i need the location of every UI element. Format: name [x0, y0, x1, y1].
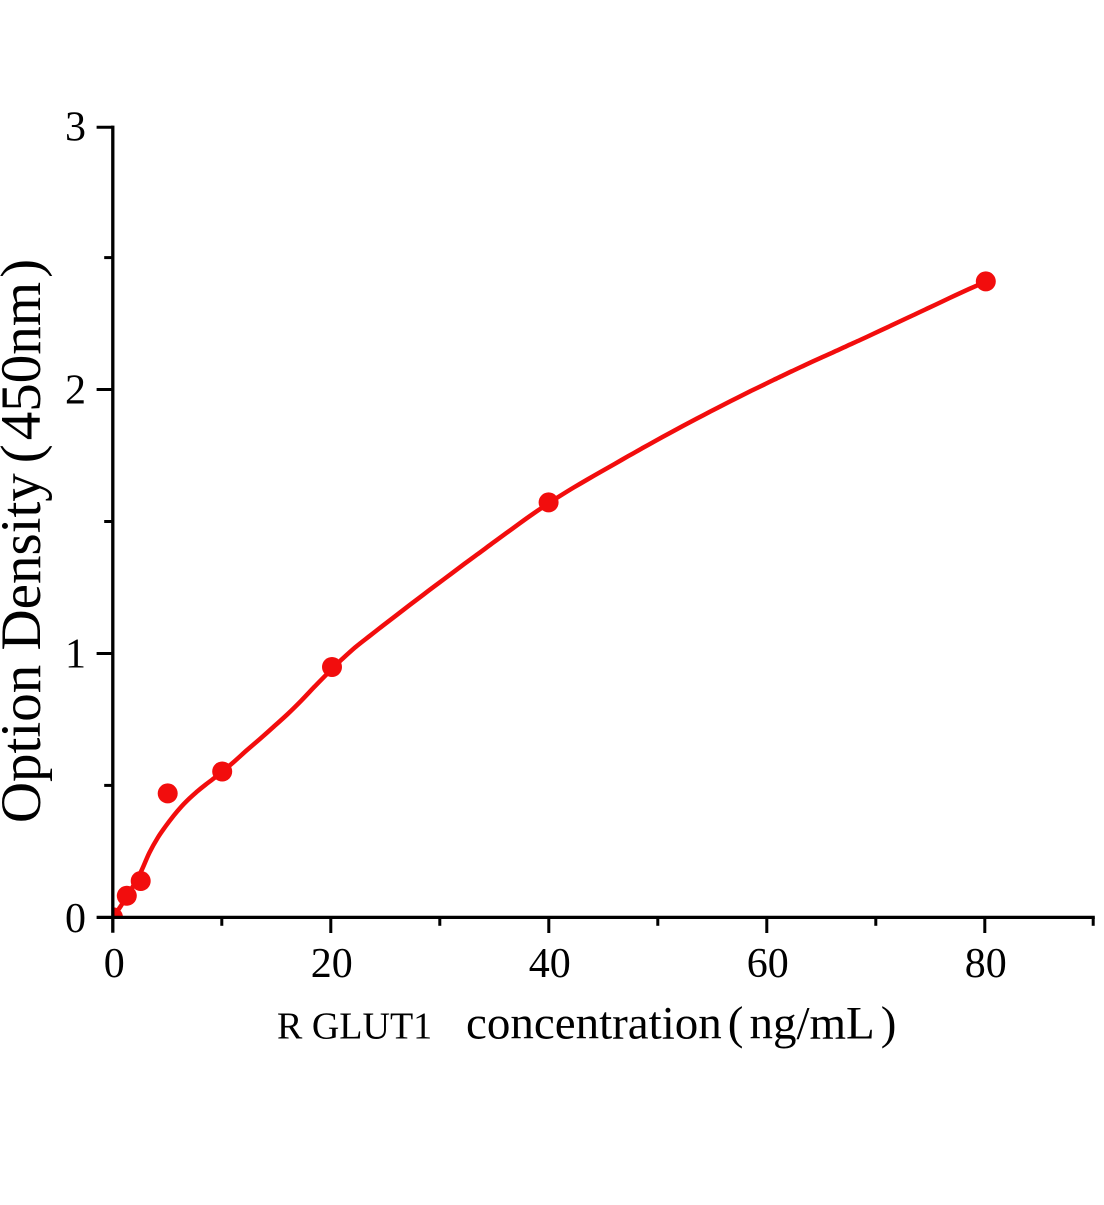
svg-text:2: 2	[65, 368, 86, 414]
svg-text:concentration(ng/mL): concentration(ng/mL)	[466, 998, 896, 1050]
svg-text:0: 0	[104, 941, 125, 987]
svg-text:R GLUT1: R GLUT1	[277, 1006, 432, 1048]
svg-text:20: 20	[311, 941, 353, 987]
svg-text:Option Density(450nm): Option Density(450nm)	[0, 259, 53, 823]
svg-text:60: 60	[747, 941, 789, 987]
svg-text:0: 0	[65, 896, 86, 942]
svg-text:80: 80	[965, 941, 1007, 987]
svg-text:1: 1	[65, 632, 86, 678]
svg-text:3: 3	[65, 105, 86, 151]
svg-text:40: 40	[529, 941, 571, 987]
